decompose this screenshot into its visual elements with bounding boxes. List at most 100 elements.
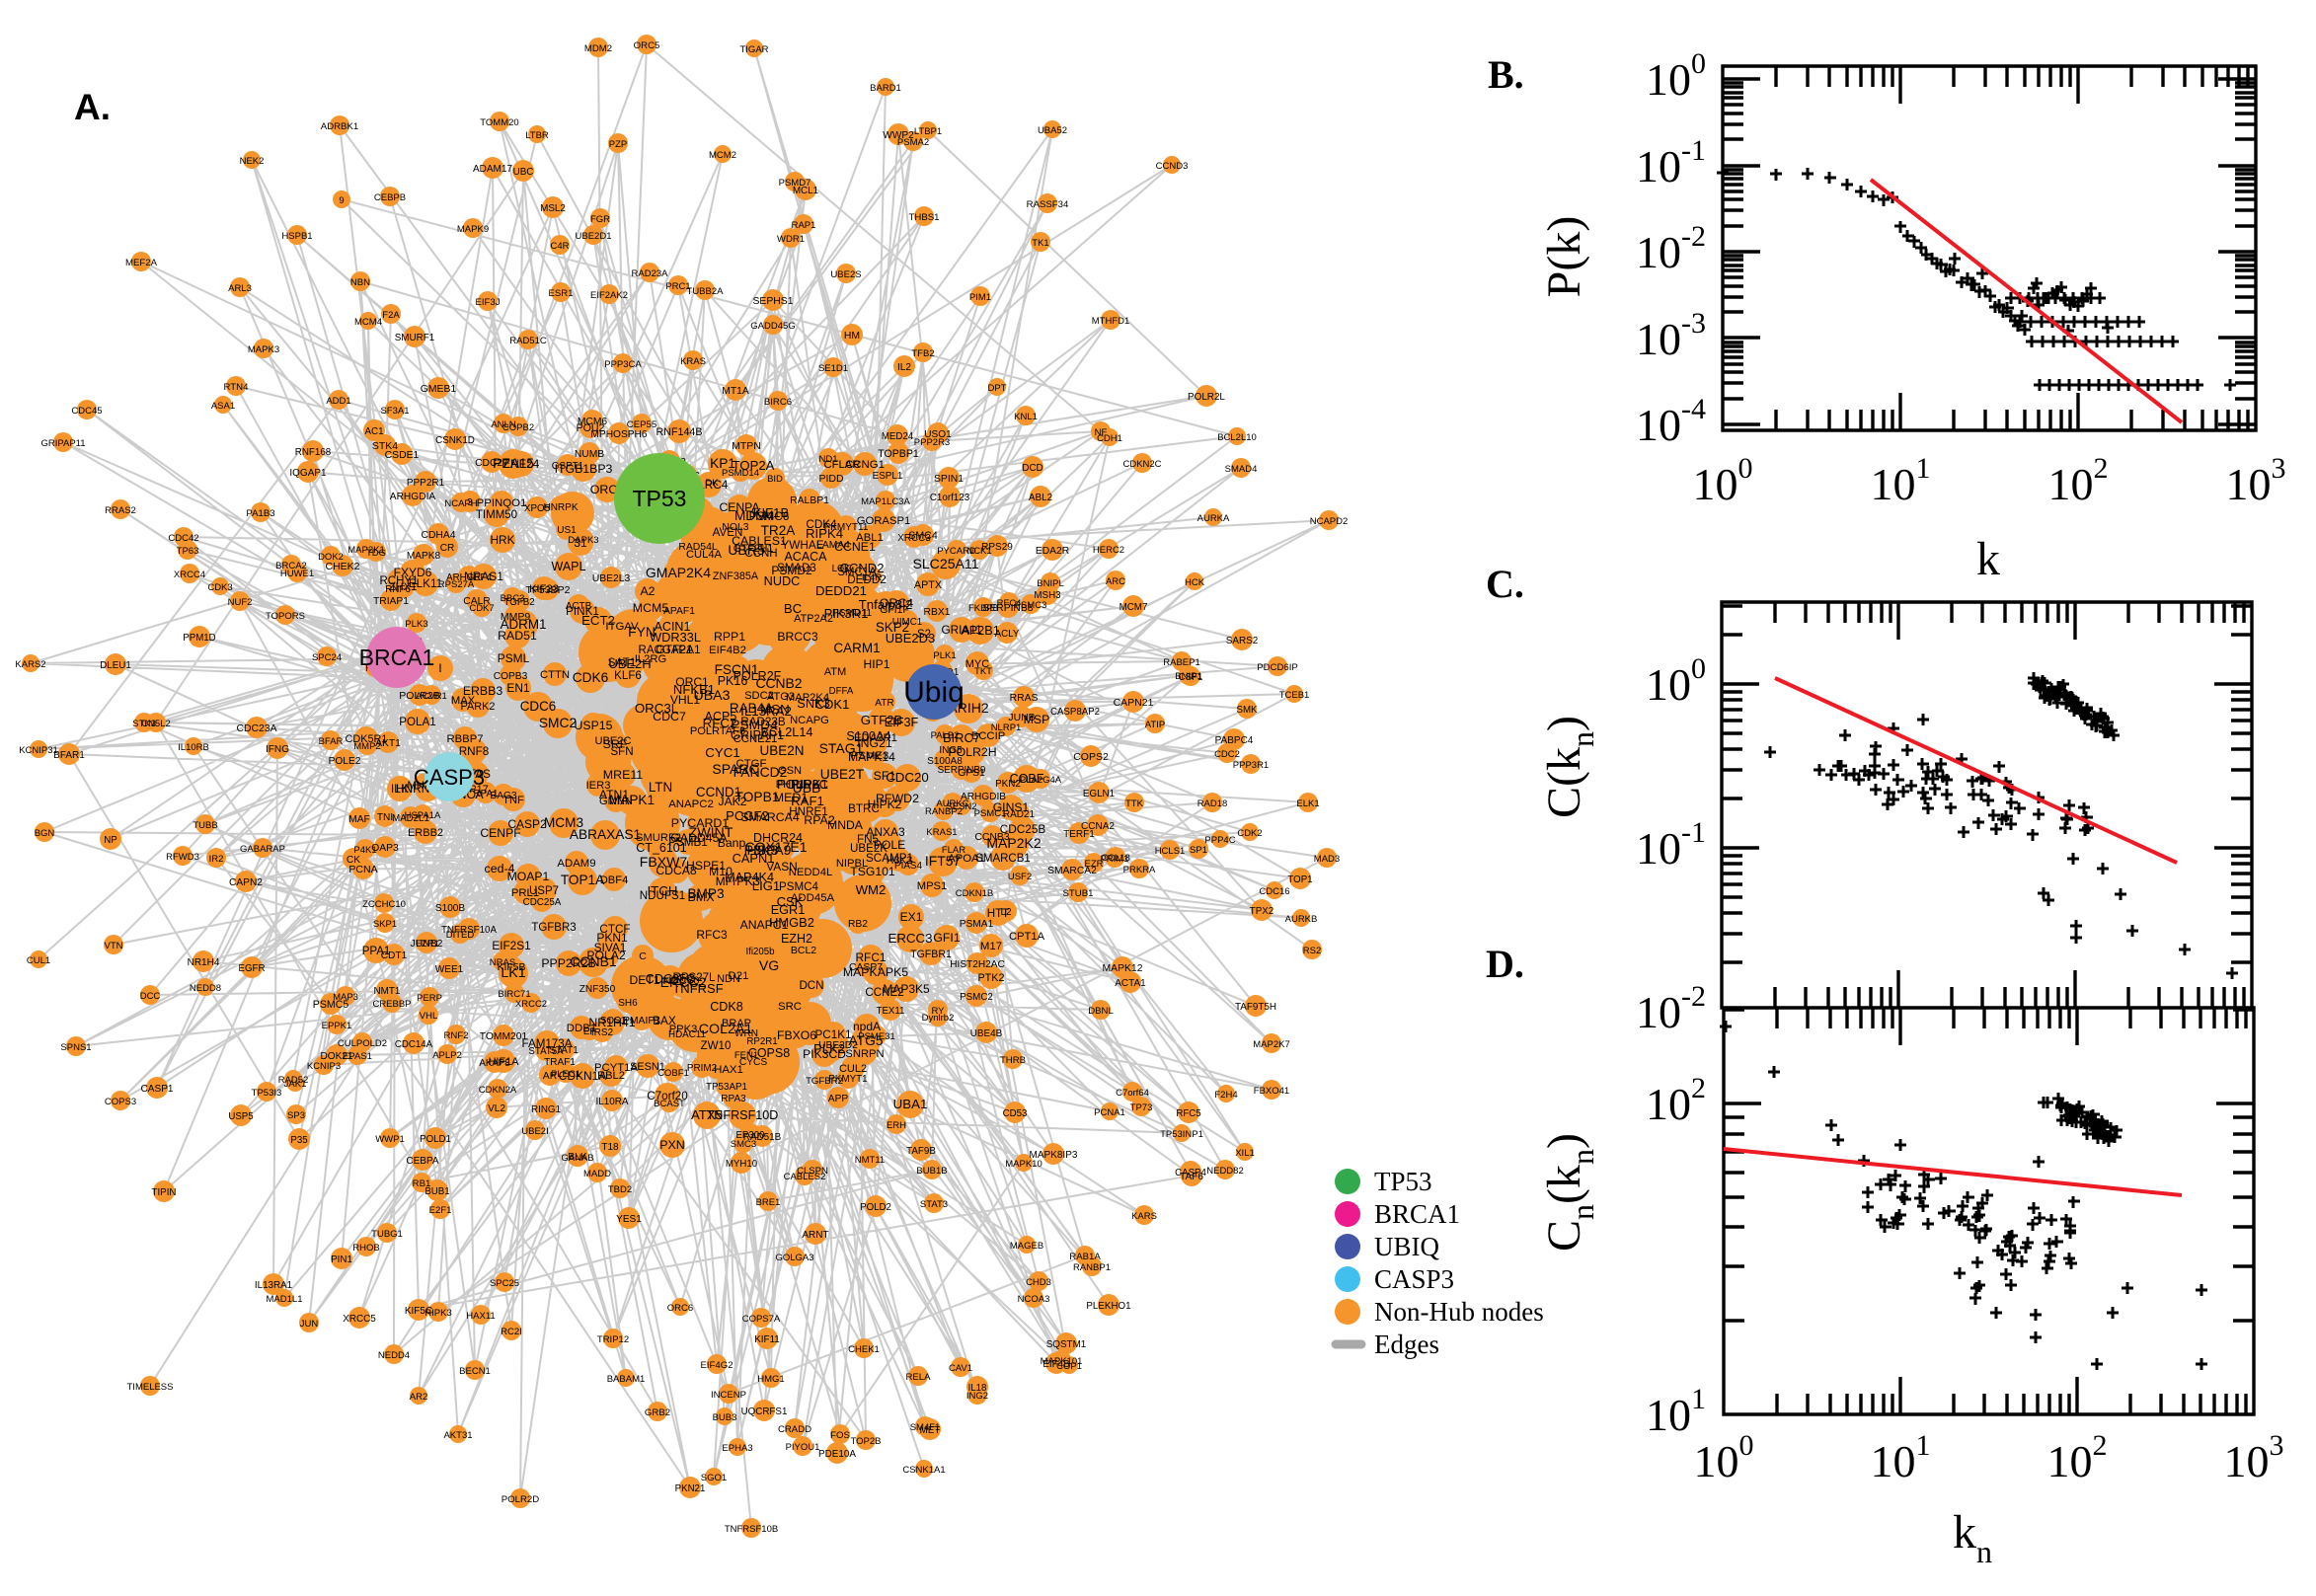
svg-text:MNDA: MNDA xyxy=(827,818,864,832)
svg-text:C4R: C4R xyxy=(550,241,569,252)
svg-text:ORC5: ORC5 xyxy=(634,40,660,51)
svg-text:ZNF385A: ZNF385A xyxy=(713,570,759,582)
svg-text:CREBBP: CREBBP xyxy=(372,999,411,1010)
svg-text:ASA1: ASA1 xyxy=(211,401,235,412)
svg-text:CSK: CSK xyxy=(777,894,804,909)
svg-text:VG: VG xyxy=(759,957,779,973)
svg-text:UQCRFS1: UQCRFS1 xyxy=(741,1406,788,1417)
svg-text:DCN: DCN xyxy=(799,979,823,992)
svg-text:UBE2T: UBE2T xyxy=(820,767,865,782)
svg-text:COP1: COP1 xyxy=(1056,1361,1082,1372)
svg-text:RASSF34: RASSF34 xyxy=(1027,199,1069,210)
svg-text:MAP3: MAP3 xyxy=(333,992,358,1003)
svg-text:RFC1: RFC1 xyxy=(855,950,886,964)
svg-text:PCGF2: PCGF2 xyxy=(726,808,769,823)
svg-text:MAP2K1: MAP2K1 xyxy=(347,545,385,556)
svg-text:GRIA11: GRIA11 xyxy=(941,623,981,637)
svg-text:USP5: USP5 xyxy=(228,1111,253,1122)
svg-text:PYCARD1: PYCARD1 xyxy=(671,816,730,830)
svg-text:JUNB: JUNB xyxy=(1008,713,1035,723)
svg-text:CHEK1: CHEK1 xyxy=(848,1344,880,1355)
svg-text:D.: D. xyxy=(1486,942,1524,986)
svg-text:TTK: TTK xyxy=(1125,798,1144,809)
svg-text:ITCH: ITCH xyxy=(647,883,677,898)
svg-text:ING2: ING2 xyxy=(966,1391,988,1402)
svg-text:ELK1: ELK1 xyxy=(1296,798,1319,809)
svg-text:BLK: BLK xyxy=(568,1152,586,1163)
svg-text:SRC: SRC xyxy=(778,1001,802,1013)
svg-text:CD53: CD53 xyxy=(1003,1108,1028,1119)
svg-text:TUBB: TUBB xyxy=(193,820,217,831)
svg-text:CEP55: CEP55 xyxy=(627,419,656,430)
svg-text:CDC6: CDC6 xyxy=(520,699,556,714)
svg-text:IL10RA: IL10RA xyxy=(596,1097,629,1107)
svg-text:EZH2: EZH2 xyxy=(781,932,812,946)
svg-text:DOK21: DOK21 xyxy=(320,1051,352,1062)
svg-text:TRIP12: TRIP12 xyxy=(597,1334,629,1345)
svg-text:CDH1: CDH1 xyxy=(1097,433,1122,444)
svg-text:USP15: USP15 xyxy=(575,719,613,732)
svg-text:EGR1: EGR1 xyxy=(771,903,806,917)
svg-text:HNRE1: HNRE1 xyxy=(789,805,828,818)
svg-text:PLK2: PLK2 xyxy=(813,1041,845,1056)
svg-text:DPT: DPT xyxy=(988,383,1007,394)
svg-text:CHD3: CHD3 xyxy=(1026,1277,1051,1288)
svg-text:AP2B1: AP2B1 xyxy=(961,624,1000,638)
svg-text:RRAS: RRAS xyxy=(1010,693,1039,704)
svg-text:C7orf20: C7orf20 xyxy=(647,1090,688,1102)
svg-text:IL13RA1: IL13RA1 xyxy=(255,1280,292,1291)
svg-text:ZWINT: ZWINT xyxy=(689,825,733,841)
svg-text:ced-4: ced-4 xyxy=(485,862,515,875)
svg-text:CSNK1A1: CSNK1A1 xyxy=(902,1465,945,1476)
svg-text:CCNB1: CCNB1 xyxy=(570,953,617,969)
svg-text:NCAPH: NCAPH xyxy=(444,498,477,509)
svg-text:k: k xyxy=(1976,533,2000,585)
svg-text:PCYT1A: PCYT1A xyxy=(594,1062,638,1074)
svg-text:TUBG1: TUBG1 xyxy=(371,1229,403,1240)
svg-text:CCNG1: CCNG1 xyxy=(845,459,885,471)
svg-text:ABRAXAS1: ABRAXAS1 xyxy=(570,827,641,842)
svg-text:SE1D1: SE1D1 xyxy=(818,363,848,374)
svg-text:HTT: HTT xyxy=(987,907,1010,920)
svg-text:ATN1: ATN1 xyxy=(599,788,629,801)
svg-text:XIL1: XIL1 xyxy=(1235,1148,1255,1159)
svg-text:KIF23: KIF23 xyxy=(529,583,559,595)
svg-text:MYC: MYC xyxy=(965,658,990,670)
svg-text:ATG5: ATG5 xyxy=(848,1033,883,1048)
svg-text:KIF11: KIF11 xyxy=(754,1334,780,1345)
svg-text:IL18: IL18 xyxy=(968,1383,987,1394)
svg-text:STAT1: STAT1 xyxy=(549,1045,579,1056)
svg-text:RP2R1: RP2R1 xyxy=(746,1036,777,1047)
svg-text:SPNS1: SPNS1 xyxy=(60,1042,91,1053)
svg-text:APLP2: APLP2 xyxy=(432,1050,462,1061)
svg-text:CABLES2: CABLES2 xyxy=(784,1172,826,1182)
svg-text:TOMM20: TOMM20 xyxy=(480,117,518,128)
svg-text:UBE2H: UBE2H xyxy=(608,656,651,671)
svg-text:HAX11: HAX11 xyxy=(466,1311,495,1322)
svg-text:RPS27L: RPS27L xyxy=(673,972,716,984)
svg-text:SQSTM1: SQSTM1 xyxy=(1046,1339,1087,1350)
svg-text:DBF4: DBF4 xyxy=(600,874,629,886)
svg-text:NDC80: NDC80 xyxy=(662,975,699,987)
svg-text:CSF1: CSF1 xyxy=(1179,672,1203,683)
svg-text:PC1K1: PC1K1 xyxy=(814,1028,851,1041)
svg-text:APOA1: APOA1 xyxy=(948,853,985,865)
svg-text:ACP5: ACP5 xyxy=(705,710,737,723)
svg-text:STAT3: STAT3 xyxy=(920,1199,948,1210)
svg-text:TFB2: TFB2 xyxy=(911,348,934,359)
svg-text:PIAS4: PIAS4 xyxy=(894,861,923,872)
svg-text:ZNF350: ZNF350 xyxy=(579,984,616,995)
svg-text:DK: DK xyxy=(705,478,719,489)
svg-text:IL4R: IL4R xyxy=(862,572,882,583)
svg-text:B.: B. xyxy=(1488,52,1524,97)
svg-text:MAPK8: MAPK8 xyxy=(407,551,441,562)
svg-text:MSN: MSN xyxy=(760,702,790,717)
svg-text:SEPHS1: SEPHS1 xyxy=(752,296,793,307)
svg-text:ARHGDIB: ARHGDIB xyxy=(961,792,1006,802)
svg-text:RAB4A: RAB4A xyxy=(730,701,773,716)
svg-text:TEX11: TEX11 xyxy=(877,1006,905,1017)
svg-text:COX17E1: COX17E1 xyxy=(744,839,807,855)
svg-text:TOP2B: TOP2B xyxy=(851,1436,882,1447)
svg-text:MAF: MAF xyxy=(348,814,370,825)
svg-text:SKP2: SKP2 xyxy=(876,620,909,635)
